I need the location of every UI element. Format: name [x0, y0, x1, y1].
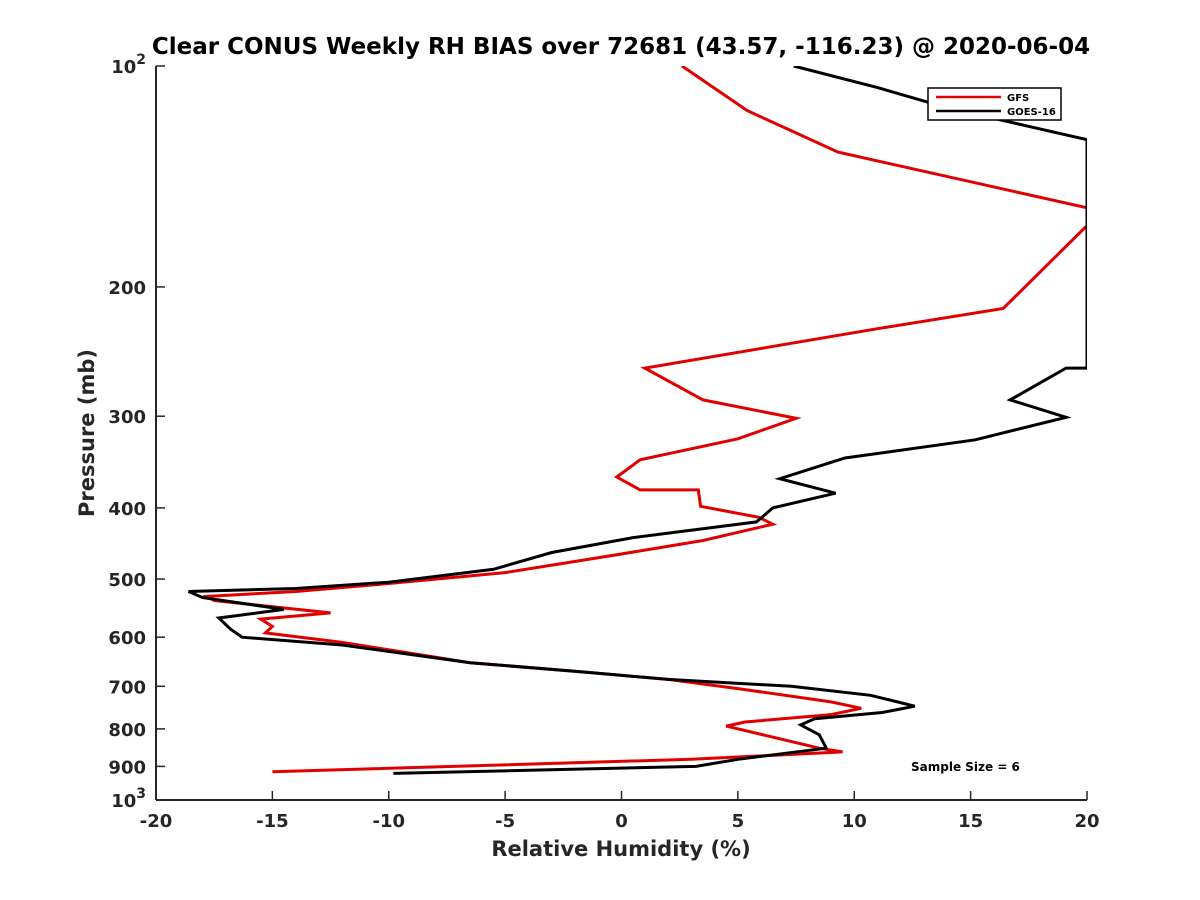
- y-tick-label: 600: [108, 628, 146, 649]
- y-tick-label: 102: [111, 52, 146, 78]
- x-tick-label: 20: [1074, 811, 1099, 832]
- plot-area: [156, 66, 1087, 800]
- x-tick-label: -15: [256, 811, 289, 832]
- y-axis-ticks: 102 200 300 400 500 600 700 800 900 103: [108, 52, 165, 812]
- y-tick-label: 103: [111, 786, 146, 812]
- x-axis-label: Relative Humidity (%): [491, 837, 750, 861]
- y-tick-label: 200: [108, 278, 146, 299]
- legend-label-goes16: GOES-16: [1007, 107, 1056, 118]
- y-tick-label: 800: [108, 720, 146, 741]
- y-tick-label: 400: [108, 499, 146, 520]
- chart-title: Clear CONUS Weekly RH BIAS over 72681 (4…: [152, 34, 1090, 60]
- x-tick-label: -10: [372, 811, 405, 832]
- x-tick-label: -5: [495, 811, 515, 832]
- y-tick-label: 900: [108, 757, 146, 778]
- sample-size-annotation: Sample Size = 6: [911, 760, 1020, 774]
- legend: GFS GOES-16: [927, 87, 1062, 121]
- x-tick-label: 0: [615, 811, 628, 832]
- y-tick-label: 500: [108, 570, 146, 591]
- x-tick-label: -20: [140, 811, 173, 832]
- x-tick-label: 5: [732, 811, 745, 832]
- series-line-goes16: [188, 66, 1087, 775]
- series-layer: [188, 66, 1087, 775]
- x-tick-label: 15: [958, 811, 983, 832]
- legend-label-gfs: GFS: [1007, 93, 1029, 104]
- x-axis-ticks: -20 -15 -10 -5 0 5 10 15 20: [140, 791, 1100, 832]
- y-axis-label: Pressure (mb): [75, 349, 99, 517]
- y-tick-label: 300: [108, 407, 146, 428]
- y-tick-label: 700: [108, 677, 146, 698]
- legend-box: [927, 87, 1062, 121]
- x-tick-label: 10: [842, 811, 867, 832]
